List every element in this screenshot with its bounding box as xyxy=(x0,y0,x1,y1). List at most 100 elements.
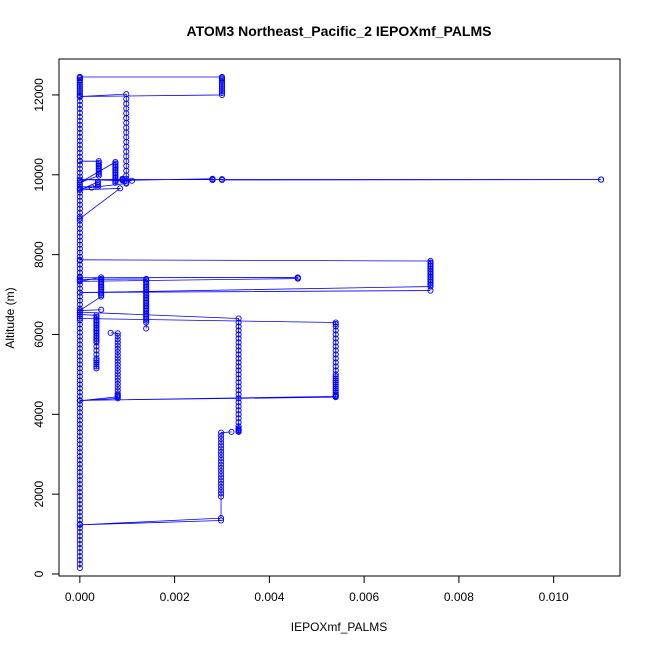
data-point xyxy=(76,425,83,432)
data-point xyxy=(76,265,83,272)
data-point xyxy=(76,477,83,484)
y-tick-label: 12000 xyxy=(32,78,46,112)
data-point xyxy=(76,117,83,124)
data-point xyxy=(332,381,339,388)
data-point xyxy=(217,464,225,471)
data-point xyxy=(217,474,225,481)
data-point xyxy=(76,113,83,120)
data-point xyxy=(427,283,434,290)
series-line xyxy=(78,276,299,311)
series-5 xyxy=(76,256,434,296)
data-point xyxy=(235,319,242,326)
data-point xyxy=(143,325,150,332)
data-point xyxy=(217,442,225,449)
data-point xyxy=(332,339,339,346)
data-point xyxy=(76,307,83,314)
data-point xyxy=(98,306,105,313)
data-point xyxy=(76,79,83,86)
data-point xyxy=(218,85,226,92)
data-point xyxy=(114,352,121,359)
series-6 xyxy=(76,274,301,314)
data-point xyxy=(332,347,339,354)
data-point xyxy=(76,369,83,376)
data-point xyxy=(235,355,242,362)
data-point xyxy=(76,485,83,492)
data-point xyxy=(128,177,136,184)
x-tick-label: 0.006 xyxy=(349,590,379,604)
chart-title: ATOM3 Northeast_Pacific_2 IEPOXmf_PALMS xyxy=(187,23,492,39)
data-point xyxy=(93,363,100,370)
data-point xyxy=(332,375,339,382)
data-point xyxy=(76,285,83,292)
data-point xyxy=(94,182,101,189)
data-point xyxy=(76,217,83,224)
data-point xyxy=(218,87,226,94)
data-point xyxy=(76,186,83,193)
series-3 xyxy=(76,158,605,186)
data-point xyxy=(143,317,150,324)
data-point xyxy=(76,560,83,568)
data-point xyxy=(235,323,242,330)
data-point xyxy=(76,225,83,232)
data-point xyxy=(76,311,83,318)
data-point xyxy=(332,351,339,358)
data-point xyxy=(76,333,83,340)
data-point xyxy=(76,465,83,472)
data-point xyxy=(98,291,105,298)
data-point xyxy=(114,336,121,343)
data-point xyxy=(114,377,121,384)
data-point xyxy=(76,409,83,416)
data-point xyxy=(76,201,83,208)
data-point xyxy=(217,445,225,452)
data-point xyxy=(76,301,83,308)
data-point xyxy=(218,77,226,85)
data-point xyxy=(76,564,83,572)
data-point xyxy=(235,383,242,390)
data-point xyxy=(76,179,83,186)
data-point xyxy=(76,245,83,252)
data-point xyxy=(235,339,242,346)
data-point xyxy=(119,177,126,184)
series-1 xyxy=(76,73,83,572)
data-point xyxy=(76,405,83,412)
data-point xyxy=(217,515,225,522)
series-11 xyxy=(76,329,121,404)
data-point xyxy=(235,327,242,334)
data-point xyxy=(76,97,83,104)
data-point xyxy=(76,315,83,322)
data-point xyxy=(332,335,339,342)
data-point xyxy=(114,371,121,378)
data-point xyxy=(218,79,226,86)
data-point xyxy=(76,505,83,512)
y-axis-label: Altitude (m) xyxy=(3,287,17,348)
data-point xyxy=(235,379,242,386)
data-point xyxy=(235,387,242,394)
data-point xyxy=(76,91,83,98)
data-point xyxy=(76,533,83,540)
data-point xyxy=(112,178,119,185)
data-point xyxy=(218,91,226,98)
data-point xyxy=(76,401,83,408)
data-point xyxy=(114,361,121,368)
data-point xyxy=(217,448,225,455)
data-point xyxy=(332,379,339,386)
data-point xyxy=(332,327,339,334)
data-point xyxy=(76,109,83,116)
data-point xyxy=(76,461,83,468)
data-point xyxy=(76,85,83,92)
data-point xyxy=(235,407,242,414)
data-point xyxy=(76,341,83,348)
data-point xyxy=(114,339,121,346)
data-point xyxy=(76,133,83,140)
data-point xyxy=(76,141,83,148)
data-point xyxy=(95,169,102,176)
y-tick-label: 0 xyxy=(32,570,46,577)
series-line xyxy=(79,431,232,526)
data-point xyxy=(76,233,83,240)
data-point xyxy=(235,347,242,354)
data-point xyxy=(217,467,225,475)
series-2 xyxy=(76,73,226,192)
data-point xyxy=(76,541,83,548)
data-point xyxy=(332,385,339,392)
series-line xyxy=(79,259,431,293)
